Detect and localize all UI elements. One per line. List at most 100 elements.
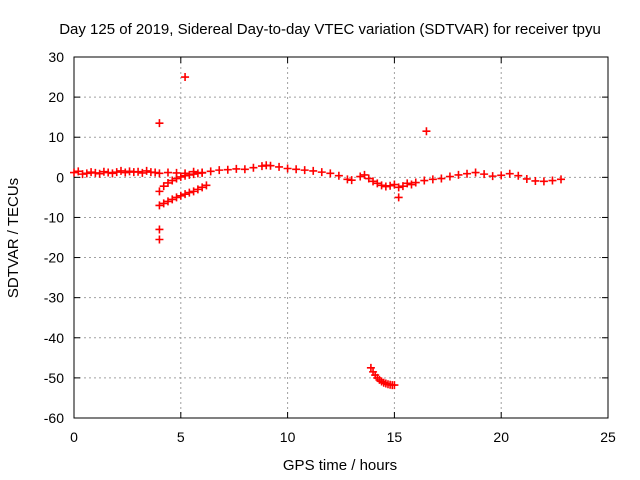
x-tick-label: 5 bbox=[177, 429, 185, 445]
data-point bbox=[125, 167, 134, 176]
data-point bbox=[189, 187, 198, 196]
data-point bbox=[309, 166, 318, 175]
data-point bbox=[138, 168, 147, 177]
data-point bbox=[497, 171, 506, 180]
data-point bbox=[172, 174, 181, 183]
y-tick-label: 20 bbox=[48, 89, 64, 105]
data-point bbox=[364, 174, 373, 183]
data-point bbox=[326, 169, 335, 178]
y-axis-title: SDTVAR / TECUs bbox=[5, 178, 22, 298]
data-point bbox=[480, 170, 489, 179]
data-point bbox=[232, 164, 241, 173]
data-point bbox=[163, 178, 172, 187]
data-point bbox=[176, 172, 185, 181]
data-point bbox=[193, 185, 202, 194]
data-point bbox=[266, 161, 275, 170]
y-tick-label: 10 bbox=[48, 129, 64, 145]
data-point bbox=[394, 183, 403, 192]
data-point bbox=[215, 166, 224, 175]
data-point bbox=[185, 170, 194, 179]
data-point bbox=[454, 170, 463, 179]
data-point bbox=[390, 180, 399, 189]
chart-title: Day 125 of 2019, Sidereal Day-to-day VTE… bbox=[59, 21, 601, 38]
data-point bbox=[488, 172, 497, 181]
data-point bbox=[366, 363, 375, 372]
y-tick-label: -20 bbox=[44, 250, 64, 266]
data-point bbox=[531, 176, 540, 185]
data-point bbox=[240, 165, 249, 174]
data-point bbox=[420, 176, 429, 185]
data-point bbox=[471, 168, 480, 177]
data-point bbox=[394, 193, 403, 202]
data-point bbox=[163, 197, 172, 206]
data-point bbox=[334, 171, 343, 180]
data-point bbox=[99, 167, 108, 176]
y-tick-label: -10 bbox=[44, 209, 64, 225]
data-point bbox=[386, 181, 395, 190]
data-point bbox=[223, 165, 232, 174]
data-point bbox=[198, 183, 207, 192]
data-point bbox=[185, 188, 194, 197]
data-point bbox=[78, 170, 87, 179]
x-tick-label: 25 bbox=[600, 429, 616, 445]
data-point bbox=[522, 174, 531, 183]
data-point bbox=[206, 167, 215, 176]
y-tick-label: -60 bbox=[44, 410, 64, 426]
x-tick-label: 15 bbox=[387, 429, 403, 445]
data-point bbox=[172, 193, 181, 202]
data-point bbox=[356, 172, 365, 181]
data-point bbox=[155, 169, 164, 178]
data-point bbox=[548, 176, 557, 185]
data-point bbox=[292, 165, 301, 174]
data-point bbox=[176, 191, 185, 200]
data-point bbox=[189, 170, 198, 179]
data-point bbox=[514, 171, 523, 180]
data-point bbox=[317, 168, 326, 177]
data-point bbox=[155, 119, 164, 128]
data-point bbox=[428, 175, 437, 184]
data-point bbox=[505, 169, 514, 178]
data-point bbox=[159, 199, 168, 208]
y-tick-label: -40 bbox=[44, 330, 64, 346]
data-point bbox=[108, 169, 117, 178]
data-point bbox=[381, 182, 390, 191]
axis-ticks: 0 5 10 15 20 25 30 20 10 0 -10 -20 -30 -40 -50 -60 bbox=[44, 49, 616, 445]
data-point bbox=[398, 182, 407, 191]
data-point bbox=[155, 201, 164, 210]
data-point bbox=[377, 181, 386, 190]
x-tick-label: 0 bbox=[70, 429, 78, 445]
y-tick-label: 0 bbox=[56, 169, 64, 185]
data-point bbox=[369, 177, 378, 186]
data-point bbox=[411, 178, 420, 187]
data-point bbox=[539, 177, 548, 186]
data-point bbox=[390, 381, 399, 390]
data-point bbox=[163, 168, 172, 177]
data-point bbox=[557, 175, 566, 184]
data-point bbox=[151, 168, 160, 177]
data-point bbox=[463, 169, 472, 178]
data-point bbox=[445, 172, 454, 181]
data-point bbox=[202, 181, 211, 190]
y-tick-label: -50 bbox=[44, 370, 64, 386]
data-point bbox=[159, 182, 168, 191]
data-point bbox=[249, 163, 258, 172]
data-point bbox=[87, 168, 96, 177]
data-point bbox=[360, 170, 369, 179]
plot-frame bbox=[73, 56, 609, 419]
data-point bbox=[82, 169, 91, 178]
data-point bbox=[116, 166, 125, 175]
data-point bbox=[155, 225, 164, 234]
x-tick-label: 10 bbox=[280, 429, 296, 445]
data-point bbox=[112, 168, 121, 177]
data-point bbox=[403, 179, 412, 188]
data-point bbox=[257, 162, 266, 171]
data-point bbox=[70, 168, 78, 177]
data-point bbox=[283, 164, 292, 173]
data-point bbox=[198, 168, 207, 177]
x-axis-title: GPS time / hours bbox=[283, 457, 397, 474]
data-point bbox=[437, 174, 446, 183]
data-point bbox=[91, 168, 100, 177]
data-point bbox=[155, 235, 164, 244]
data-point bbox=[95, 169, 104, 178]
